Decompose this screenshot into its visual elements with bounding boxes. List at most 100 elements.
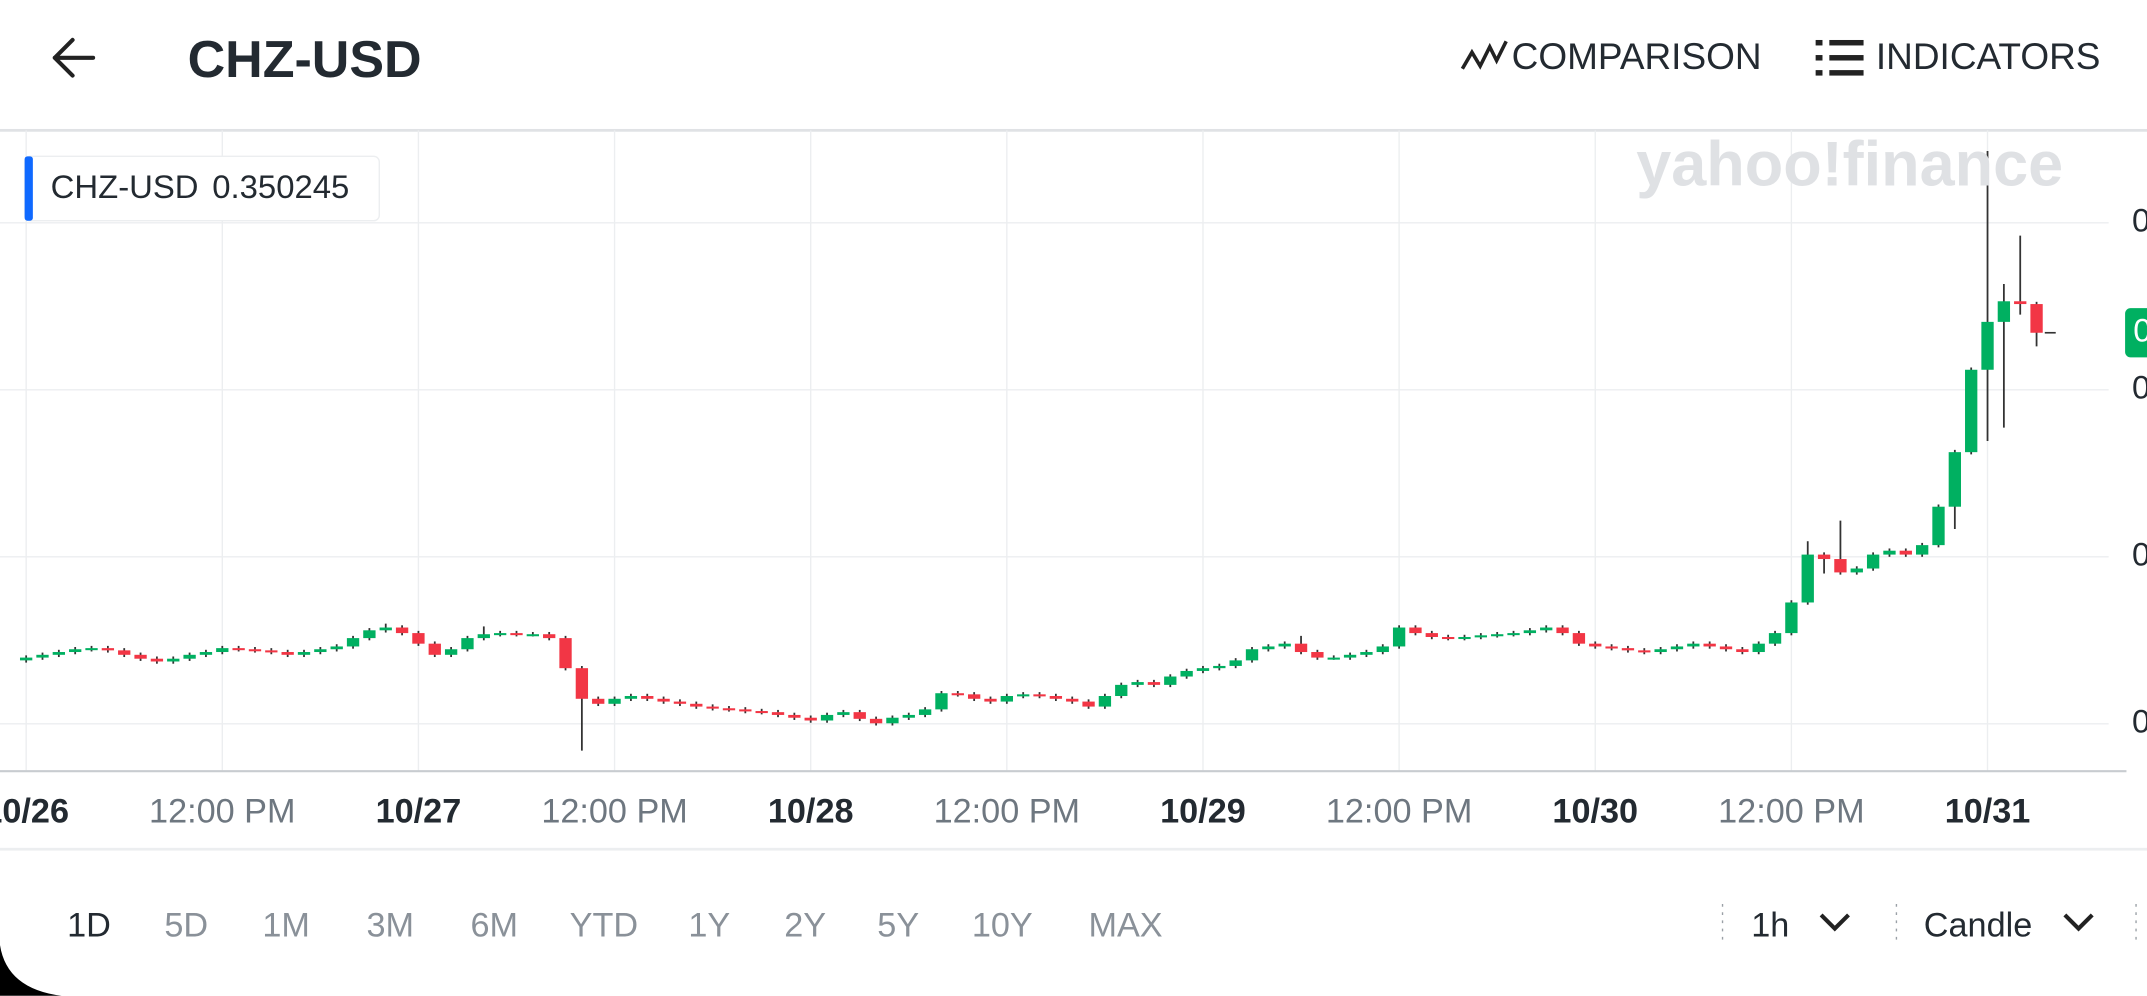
candle-body	[641, 696, 654, 699]
candle-body	[199, 652, 213, 655]
candle-body	[1834, 559, 1847, 573]
candle-body	[559, 638, 572, 669]
candle-body	[1785, 602, 1798, 634]
x-tick-label: 12:00 PM	[934, 793, 1080, 831]
candle-body	[1164, 676, 1177, 685]
candle-body	[624, 696, 638, 699]
candle-body	[1654, 649, 1667, 653]
candle-body	[706, 706, 719, 709]
candle-body	[853, 712, 866, 719]
candle-body	[837, 712, 850, 715]
x-tick-label: 10/26	[0, 793, 69, 831]
candle-body	[1245, 649, 1259, 661]
candle-body	[1589, 643, 1602, 647]
candle-body	[690, 703, 703, 707]
back-button[interactable]	[52, 37, 96, 78]
range-button[interactable]: 3M	[366, 906, 414, 944]
candle-body	[1425, 633, 1438, 637]
candle-body	[543, 634, 556, 639]
candle-body	[461, 638, 474, 650]
candle-body	[722, 708, 736, 711]
candle-body	[1491, 634, 1504, 637]
candle-body	[1883, 550, 1896, 555]
candle-body	[575, 668, 589, 699]
candle-body	[346, 638, 360, 647]
comparison-button[interactable]: COMPARISON	[1512, 36, 1762, 77]
candle-body	[1115, 684, 1128, 697]
header-divider	[0, 128, 2147, 132]
candle-body	[1180, 670, 1193, 677]
candle-body	[967, 694, 981, 699]
range-button[interactable]: MAX	[1088, 906, 1162, 944]
candle-body	[52, 652, 66, 655]
candle-body	[1409, 627, 1422, 634]
candle-body	[1196, 668, 1210, 671]
range-button[interactable]: 1M	[262, 906, 310, 944]
candle-body	[379, 627, 392, 631]
candle-body	[314, 649, 327, 653]
chevron	[1819, 913, 1850, 932]
range-button[interactable]: YTD	[570, 906, 638, 944]
candle-body	[1278, 643, 1291, 647]
candle-body	[1670, 646, 1684, 650]
chart: 10/26 12:00 PM 10/27 12:00 PM 10/28 12:00 PM 1…	[0, 130, 2147, 831]
candle-body	[804, 717, 817, 721]
candle-body	[984, 698, 997, 702]
range-button[interactable]: 1D	[67, 906, 111, 944]
candle-body	[1556, 627, 1569, 634]
y-tick-label: 0.37	[2132, 201, 2147, 238]
candle-body	[1605, 646, 1618, 649]
candle-body	[1719, 646, 1733, 650]
candle-body	[118, 650, 131, 655]
candle-body	[1915, 545, 1929, 555]
candle-body	[771, 712, 785, 715]
chart-style-select[interactable]: Candle	[1924, 906, 2032, 944]
x-tick-label: 10/29	[1160, 793, 1246, 831]
candle-body	[1343, 654, 1357, 658]
candle-body	[755, 711, 768, 714]
candle-body	[216, 648, 229, 653]
range-button[interactable]: 6M	[471, 906, 519, 944]
range-button[interactable]: 2Y	[784, 906, 826, 944]
candle-body	[477, 634, 490, 639]
candle-body	[1932, 506, 1945, 546]
range-button[interactable]: 5Y	[877, 906, 919, 944]
candle-body	[1017, 694, 1030, 697]
candle-body	[2030, 304, 2043, 333]
chevron	[2063, 913, 2094, 932]
range-button[interactable]: 5D	[164, 906, 208, 944]
candle-body	[1866, 554, 1880, 569]
footer-divider	[0, 847, 2147, 851]
candle-body	[657, 698, 670, 702]
comparison-icon	[1460, 40, 1508, 70]
x-tick-label: 10/27	[376, 793, 462, 831]
range-button[interactable]: 10Y	[972, 906, 1033, 944]
candle-body	[363, 630, 376, 639]
candle-body	[918, 709, 932, 715]
candle-body	[951, 693, 964, 696]
candle-body	[1801, 554, 1814, 603]
candle-body	[1736, 649, 1749, 653]
candle-body	[1441, 636, 1455, 640]
indicators-button[interactable]: INDICATORS	[1876, 36, 2101, 77]
candle-body	[1294, 643, 1308, 653]
candle-body	[1131, 682, 1144, 685]
candle-body	[19, 657, 33, 661]
y-tick-label: 0.34	[2132, 368, 2147, 405]
candle-body	[1850, 568, 1863, 573]
candle-body	[1049, 696, 1063, 699]
range-button[interactable]: 1Y	[688, 906, 730, 944]
x-tick-label: 10/31	[1945, 793, 2031, 831]
legend-swatch	[24, 156, 33, 221]
x-tick-label: 12:00 PM	[541, 793, 687, 831]
x-tick-label: 10/30	[1552, 793, 1638, 831]
candle-body	[1948, 452, 1962, 507]
candle-body	[1392, 627, 1406, 647]
range-selector: 1D 5D 1M 3M 6M YTD 1Y 2Y 5Y 10Y MAX	[67, 906, 1163, 944]
candle-body	[526, 634, 540, 637]
candle-body	[1327, 657, 1340, 660]
candle-body	[1262, 646, 1275, 650]
candle-body	[167, 658, 180, 662]
interval-select[interactable]: 1h	[1751, 906, 1789, 944]
price-tag-label: 0.350245	[2133, 311, 2147, 348]
